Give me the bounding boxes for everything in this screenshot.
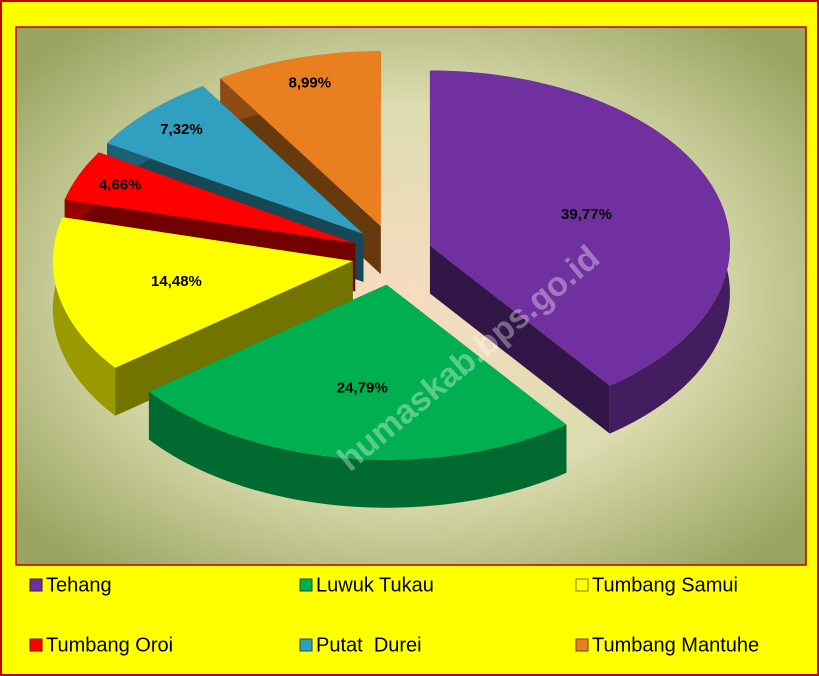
slice [52,217,353,368]
legend-label: Luwuk Tukau [316,574,434,596]
legend: Tehang Luwuk Tukau Tumbang Samui Tumbang Or… [29,574,759,656]
data-label: 7,32% [160,121,203,138]
data-label: 8,99% [289,74,332,91]
legend-swatch [29,638,43,652]
slice-wall [52,217,116,416]
slice [107,86,364,234]
legend-label: Putat Durei [316,634,422,656]
data-label: 39,77% [561,206,612,223]
slice [220,51,381,227]
data-label: 14,48% [151,273,202,290]
slice [64,152,356,244]
legend-swatch [575,578,589,592]
legend-swatch [29,578,43,592]
legend-label: Tumbang Mantuhe [592,634,759,656]
legend-label: Tumbang Oroi [46,634,173,656]
legend-label: Tehang [46,574,112,596]
legend-swatch [299,578,313,592]
pie: 39,77% 24,79% 14,48% 4,66% 7,32% 8,99% [52,51,730,508]
data-label: 4,66% [99,176,142,193]
slice [429,70,730,386]
slice-side [429,245,610,434]
data-label: 24,79% [337,380,388,397]
legend-swatch [299,638,313,652]
legend-label: Tumbang Samui [592,574,738,596]
legend-swatch [575,638,589,652]
slice-wall [148,391,567,508]
slice [148,284,567,460]
